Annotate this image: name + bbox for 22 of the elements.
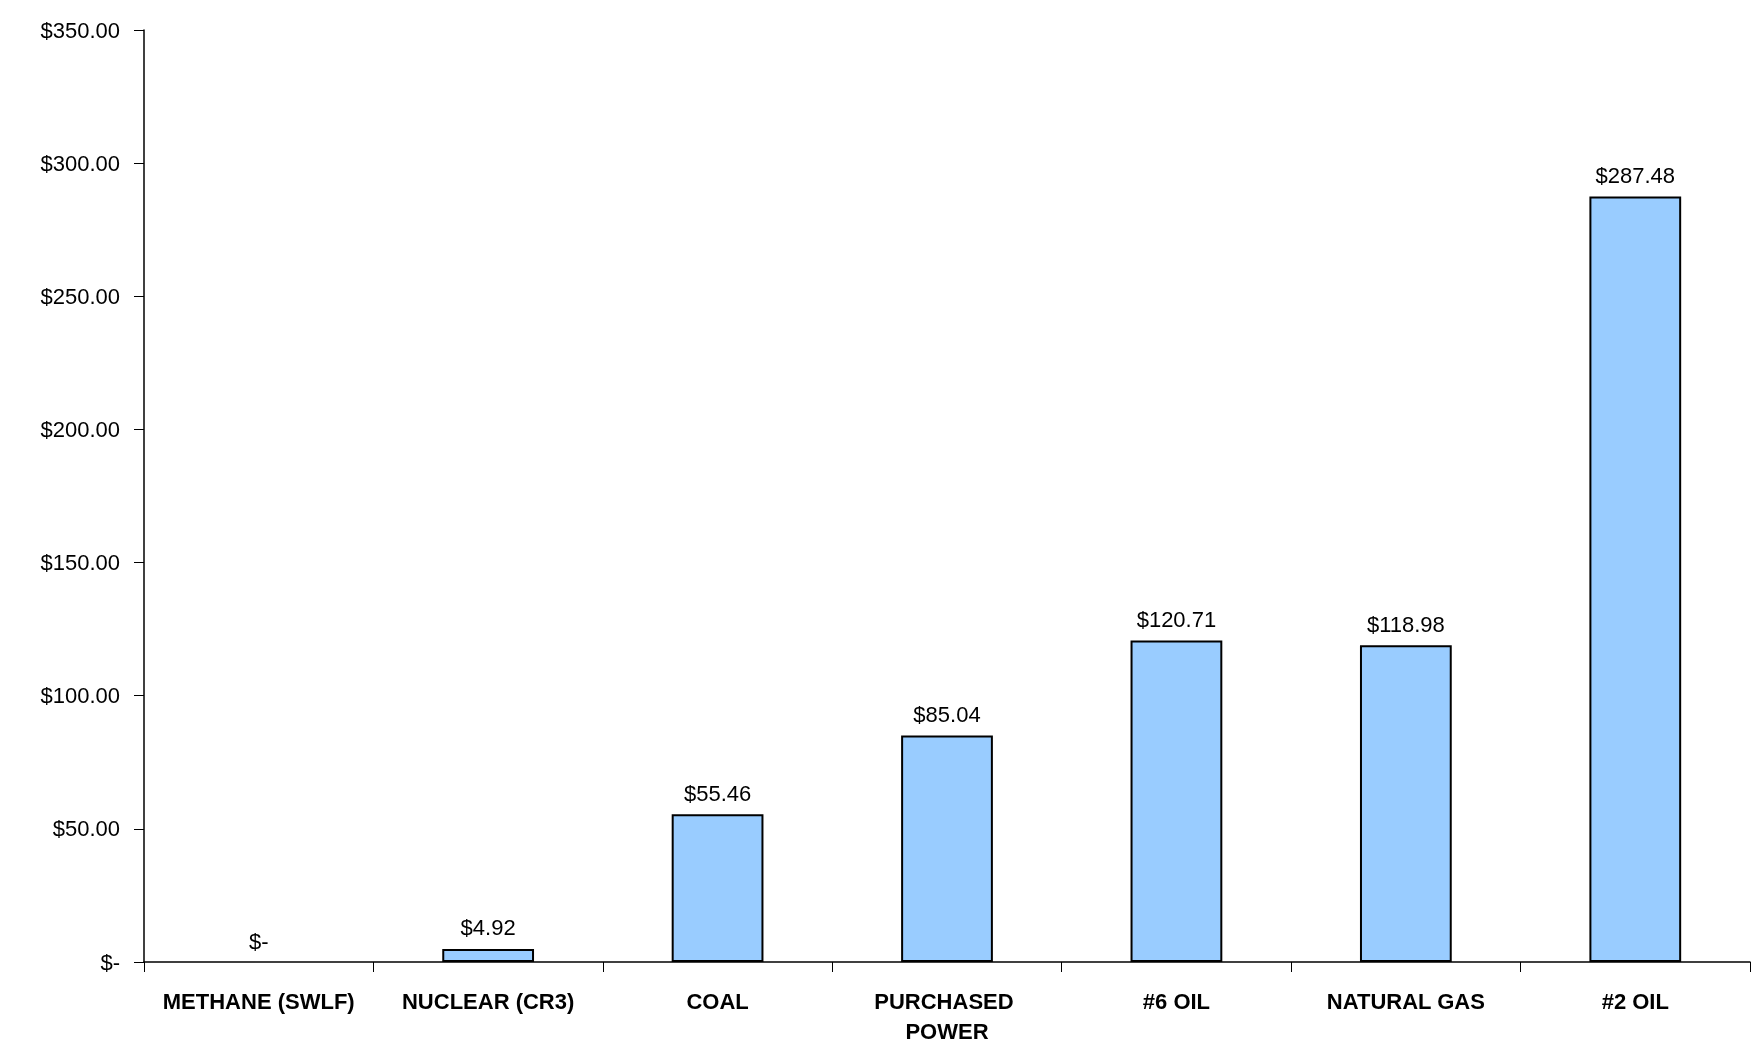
x-tick-label: COAL — [686, 988, 749, 1014]
x-tick-label: NUCLEAR (CR3) — [401, 988, 575, 1014]
y-tick-label: $350.00 — [40, 17, 120, 43]
data-label: $55.46 — [683, 780, 752, 806]
x-tick-label: #2 OIL — [1601, 988, 1669, 1014]
y-tick-label: $250.00 — [40, 283, 120, 309]
x-tick-label: PURCHASED POWER — [874, 988, 1020, 1044]
y-tick-label: $50.00 — [52, 816, 120, 842]
data-label: $85.04 — [913, 702, 981, 728]
y-tick-label: $300.00 — [40, 150, 120, 176]
y-tick-label: $150.00 — [40, 550, 120, 576]
data-label: $118.98 — [1366, 611, 1445, 637]
y-tick-label: $100.00 — [40, 683, 120, 709]
x-tick-label: NATURAL GAS — [1326, 988, 1485, 1014]
y-tick-label: $- — [100, 949, 120, 975]
x-tick-label: METHANE (SWLF) — [162, 988, 355, 1014]
y-tick-label: $200.00 — [40, 416, 120, 442]
x-tick-label: #6 OIL — [1142, 988, 1211, 1014]
data-label: $- — [248, 928, 269, 954]
data-label: $120.71 — [1136, 607, 1217, 633]
data-label: $287.48 — [1595, 162, 1676, 188]
data-label: $4.92 — [460, 915, 516, 941]
